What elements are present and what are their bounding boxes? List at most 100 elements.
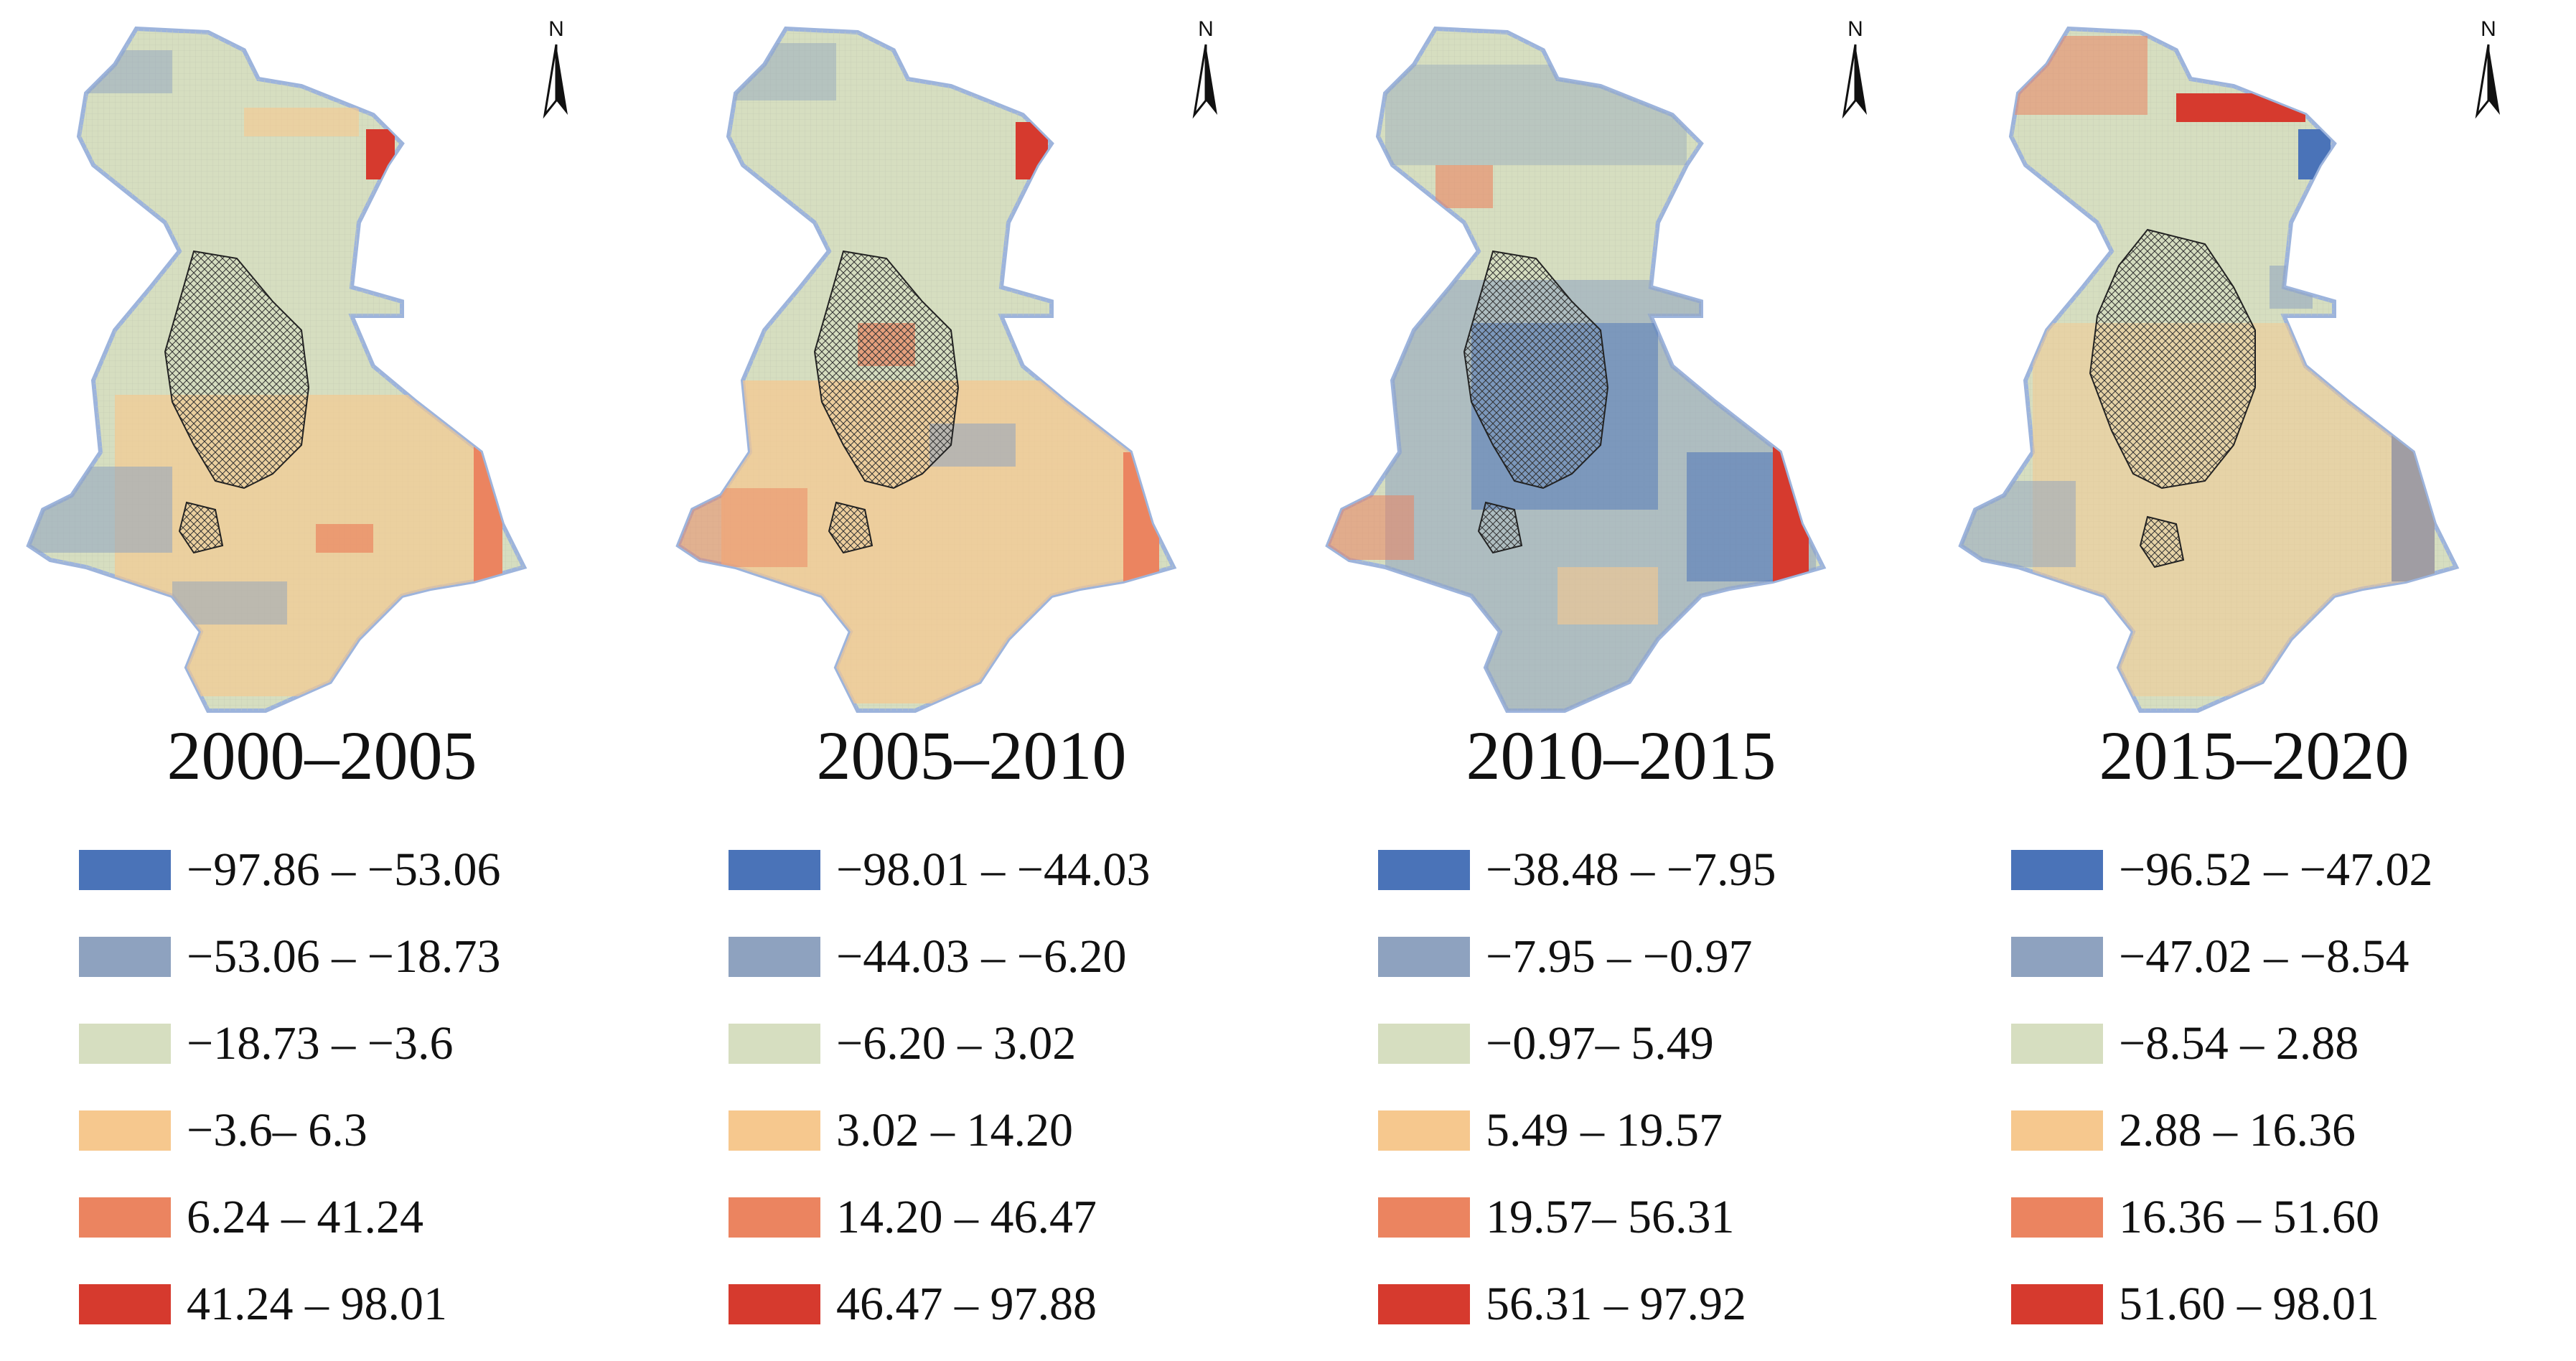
legend-swatch-class4 — [729, 1110, 820, 1151]
period-title: 2015–2020 — [2099, 717, 2409, 794]
legend-swatch-class1 — [1378, 850, 1470, 890]
legend-item: −8.54 – 2.88 — [2011, 1014, 2557, 1100]
legend-swatch-class6 — [1378, 1284, 1470, 1324]
legend-label: 41.24 – 98.01 — [187, 1278, 447, 1330]
legend-item: 14.20 – 46.47 — [729, 1187, 1274, 1274]
legend-item: −6.20 – 3.02 — [729, 1014, 1274, 1100]
legend-item: 5.49 – 19.57 — [1378, 1100, 1924, 1187]
legend-label: −0.97– 5.49 — [1486, 1017, 1714, 1070]
north-arrow-icon: N — [1842, 17, 1867, 119]
urban-patch-hatch — [178, 501, 224, 554]
legend-swatch-class1 — [2011, 850, 2103, 890]
legend-label: 6.24 – 41.24 — [187, 1191, 423, 1243]
legend-swatch-class1 — [79, 850, 171, 890]
legend-label: −96.52 – −47.02 — [2119, 843, 2433, 896]
urban-core-hatch — [813, 250, 960, 490]
legend-label: −18.73 – −3.6 — [187, 1017, 454, 1070]
legend: −97.86 – −53.06 −53.06 – −18.73 −18.73 –… — [79, 840, 624, 1361]
legend: −98.01 – −44.03 −44.03 – −6.20 −6.20 – 3… — [729, 840, 1274, 1361]
legend-item: −38.48 – −7.95 — [1378, 840, 1924, 927]
legend-label: −53.06 – −18.73 — [187, 930, 501, 983]
legend-swatch-class5 — [1378, 1197, 1470, 1238]
map-2000-2005: N — [26, 17, 568, 713]
legend-item: 19.57– 56.31 — [1378, 1187, 1924, 1274]
legend-swatch-class2 — [729, 937, 820, 977]
legend-swatch-class5 — [79, 1197, 171, 1238]
north-label: N — [1847, 17, 1863, 41]
legend-label: −44.03 – −6.20 — [836, 930, 1127, 983]
map-panel-2000-2005: N 2000–2005 −97.86 – −53.06 −53.06 – −18… — [0, 0, 644, 1340]
legend-swatch-class4 — [79, 1110, 171, 1151]
legend-item: −97.86 – −53.06 — [79, 840, 624, 927]
map-2005-2010: N — [675, 17, 1217, 713]
legend-item: 6.24 – 41.24 — [79, 1187, 624, 1274]
urban-patch-hatch — [828, 501, 874, 554]
period-title: 2005–2010 — [816, 717, 1127, 794]
north-arrow-icon: N — [2475, 17, 2500, 119]
map-2010-2015: N — [1325, 17, 1867, 713]
map-panel-2015-2020: N 2015–2020 −96.52 – −47.02 −47.02 – −8.… — [1932, 0, 2576, 1340]
legend-item: 56.31 – 97.92 — [1378, 1274, 1924, 1361]
legend-swatch-class2 — [1378, 937, 1470, 977]
legend-label: −8.54 – 2.88 — [2119, 1017, 2359, 1070]
urban-patch-hatch — [2139, 515, 2185, 569]
legend-label: 51.60 – 98.01 — [2119, 1278, 2379, 1330]
legend-swatch-class6 — [729, 1284, 820, 1324]
legend-item: 51.60 – 98.01 — [2011, 1274, 2557, 1361]
map-2015-2020: N — [1958, 17, 2500, 713]
legend-item: −96.52 – −47.02 — [2011, 840, 2557, 927]
north-label: N — [548, 17, 564, 41]
urban-core-hatch — [1463, 250, 1609, 490]
legend-label: 5.49 – 19.57 — [1486, 1104, 1723, 1156]
legend-label: −7.95 – −0.97 — [1486, 930, 1753, 983]
legend-label: 19.57– 56.31 — [1486, 1191, 1735, 1243]
legend-label: 14.20 – 46.47 — [836, 1191, 1097, 1243]
legend-swatch-class4 — [2011, 1110, 2103, 1151]
legend-item: −53.06 – −18.73 — [79, 927, 624, 1014]
legend-item: −44.03 – −6.20 — [729, 927, 1274, 1014]
period-title: 2010–2015 — [1466, 717, 1776, 794]
legend-swatch-class6 — [79, 1284, 171, 1324]
legend: −38.48 – −7.95 −7.95 – −0.97 −0.97– 5.49… — [1378, 840, 1924, 1361]
legend-label: −98.01 – −44.03 — [836, 843, 1151, 896]
legend-item: −0.97– 5.49 — [1378, 1014, 1924, 1100]
legend-swatch-class3 — [79, 1024, 171, 1064]
legend-item: 16.36 – 51.60 — [2011, 1187, 2557, 1274]
legend-item: −98.01 – −44.03 — [729, 840, 1274, 927]
legend-label: 16.36 – 51.60 — [2119, 1191, 2379, 1243]
legend-swatch-class4 — [1378, 1110, 1470, 1151]
legend-label: −3.6– 6.3 — [187, 1104, 367, 1156]
map-panel-2005-2010: N 2005–2010 −98.01 – −44.03 −44.03 – −6.… — [650, 0, 1293, 1340]
north-label: N — [2481, 17, 2496, 41]
legend-label: 2.88 – 16.36 — [2119, 1104, 2356, 1156]
urban-patch-hatch — [1477, 501, 1523, 554]
legend-label: 46.47 – 97.88 — [836, 1278, 1097, 1330]
legend-label: −6.20 – 3.02 — [836, 1017, 1077, 1070]
legend-swatch-class5 — [729, 1197, 820, 1238]
legend-item: 46.47 – 97.88 — [729, 1274, 1274, 1361]
legend-item: −18.73 – −3.6 — [79, 1014, 624, 1100]
legend-label: −47.02 – −8.54 — [2119, 930, 2409, 983]
legend-item: 2.88 – 16.36 — [2011, 1100, 2557, 1187]
legend-swatch-class3 — [2011, 1024, 2103, 1064]
legend-label: −38.48 – −7.95 — [1486, 843, 1776, 896]
legend-item: −7.95 – −0.97 — [1378, 927, 1924, 1014]
map-panel-2010-2015: N 2010–2015 −38.48 – −7.95 −7.95 – −0.97… — [1299, 0, 1943, 1340]
legend-label: −97.86 – −53.06 — [187, 843, 501, 896]
legend-swatch-class5 — [2011, 1197, 2103, 1238]
legend-item: 41.24 – 98.01 — [79, 1274, 624, 1361]
urban-core-hatch — [164, 250, 310, 490]
legend-swatch-class6 — [2011, 1284, 2103, 1324]
legend-swatch-class1 — [729, 850, 820, 890]
legend-swatch-class2 — [79, 937, 171, 977]
legend-swatch-class3 — [729, 1024, 820, 1064]
north-label: N — [1198, 17, 1214, 41]
legend-item: 3.02 – 14.20 — [729, 1100, 1274, 1187]
legend-item: −3.6– 6.3 — [79, 1100, 624, 1187]
urban-core-hatch — [2089, 228, 2256, 490]
legend-item: −47.02 – −8.54 — [2011, 927, 2557, 1014]
north-arrow-icon: N — [1192, 17, 1217, 119]
north-arrow-icon: N — [543, 17, 568, 119]
period-title: 2000–2005 — [167, 717, 477, 794]
